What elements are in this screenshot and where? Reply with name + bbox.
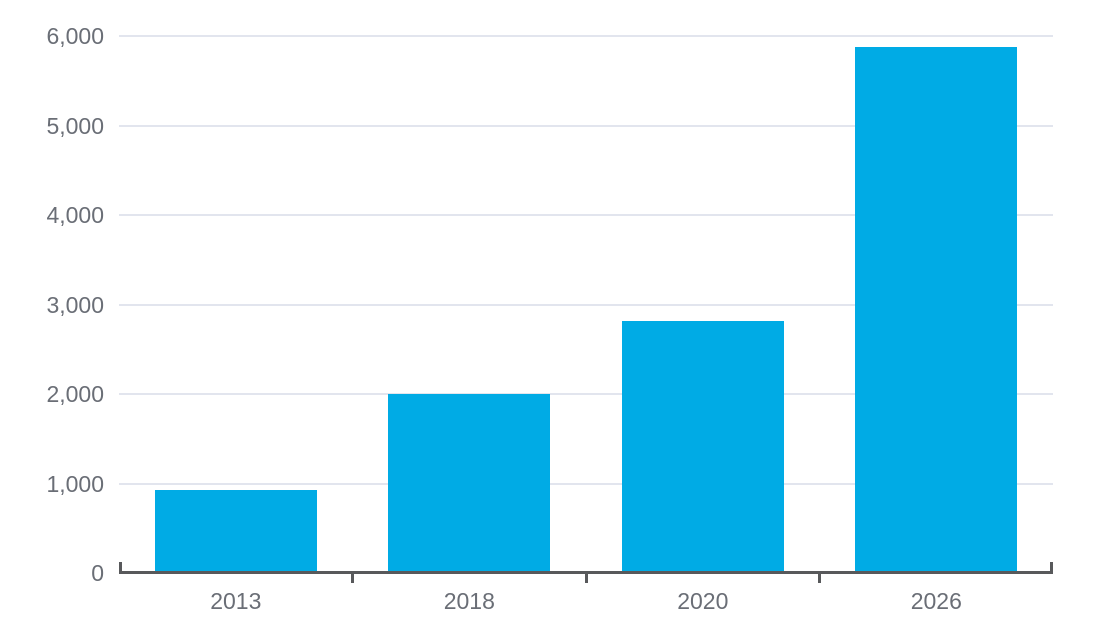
axis-tick bbox=[584, 574, 588, 583]
x-tick-label-2013: 2013 bbox=[210, 588, 262, 614]
gridline-5,000 bbox=[119, 125, 1053, 127]
bar-2018 bbox=[388, 394, 551, 573]
y-tick-label: 5,000 bbox=[46, 113, 104, 139]
y-tick-label: 6,000 bbox=[46, 23, 104, 49]
bar-2013 bbox=[154, 489, 317, 573]
axis-tick bbox=[818, 574, 821, 583]
x-tick-label-2018: 2018 bbox=[443, 588, 495, 614]
x-tick-label-2026: 2026 bbox=[910, 588, 962, 614]
y-tick-label: 0 bbox=[91, 560, 104, 586]
y-tick-label: 2,000 bbox=[46, 381, 104, 407]
gridline-6,000 bbox=[119, 35, 1053, 37]
gridline-3,000 bbox=[119, 304, 1053, 306]
gridline-4,000 bbox=[119, 214, 1053, 216]
y-tick-label: 1,000 bbox=[46, 471, 104, 497]
y-tick-label: 3,000 bbox=[46, 292, 104, 318]
axis-tick bbox=[351, 574, 354, 583]
axis-endcap bbox=[1050, 562, 1053, 573]
x-tick-label-2020: 2020 bbox=[677, 588, 729, 614]
axis-endcap bbox=[119, 562, 122, 573]
bar-2020 bbox=[621, 320, 784, 573]
gridline-2,000 bbox=[119, 393, 1053, 395]
gridline-1,000 bbox=[119, 483, 1053, 485]
bar-2026 bbox=[855, 46, 1018, 573]
x-axis-line bbox=[119, 571, 1053, 574]
y-tick-label: 4,000 bbox=[46, 202, 104, 228]
